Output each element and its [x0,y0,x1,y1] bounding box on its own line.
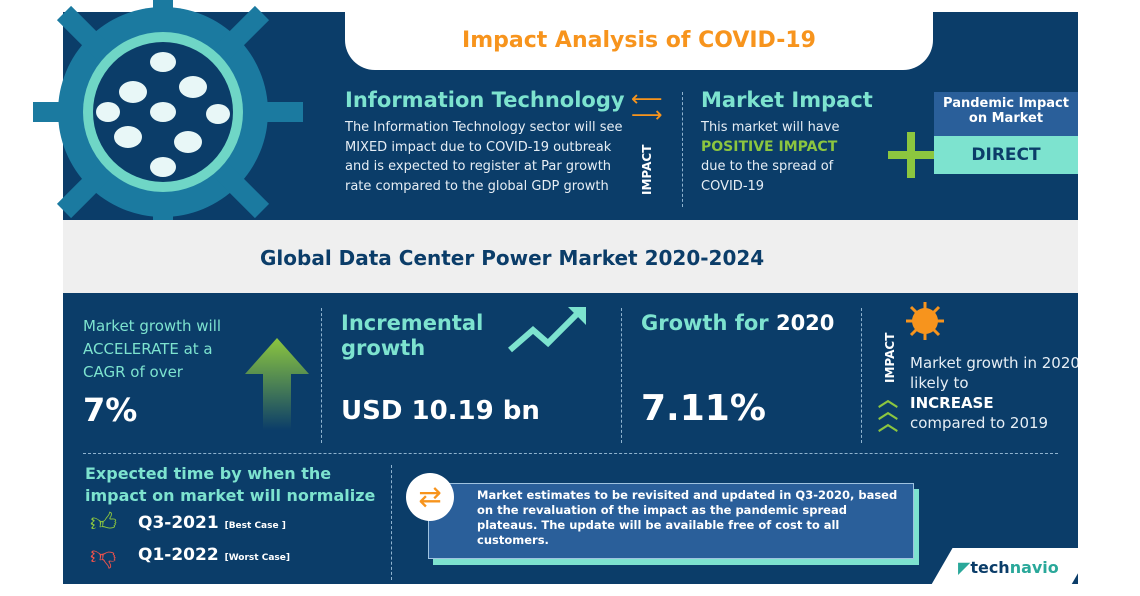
impact2-line1: Market growth in 2020 likely to [910,354,1078,392]
positive-impact: POSITIVE IMPACT [701,138,838,155]
growth-value: 7.11% [641,388,766,429]
chevrons-up-icon: ︿ ︿ ︿ [878,387,898,435]
incremental-value: USD 10.19 bn [341,396,540,426]
impact-label: IMPACT [640,144,654,195]
pandemic-heading: Pandemic Impact on Market [934,92,1078,136]
up-arrow-icon [245,338,309,430]
impact-label-2: IMPACT [883,332,897,383]
market-title-band: Global Data Center Power Market 2020-202… [63,220,1078,293]
market-impact-line1: This market will have [701,120,840,135]
virus-icon [33,0,303,252]
growth-heading: Growth for [641,311,776,335]
virus-sun-icon [906,302,944,340]
market-title: Global Data Center Power Market 2020-202… [260,246,765,270]
growth-year: 2020 [775,311,835,335]
bottom-panel: Market growth will ACCELERATE at a CAGR … [63,293,1078,584]
market-impact-line2: due to the spread of COVID-19 [701,159,834,194]
thumbs-up-icon: 👍︎ [90,508,118,538]
impact2-line2: compared to 2019 [910,414,1049,432]
divider [391,465,392,580]
market-impact-heading: Market Impact [701,88,873,112]
note-box: Market estimates to be revisited and upd… [428,483,914,559]
page-title: Impact Analysis of COVID-19 [345,12,933,70]
pandemic-value: DIRECT [934,136,1078,174]
incremental-heading: Incremental growth [341,311,484,360]
normalize-heading: Expected time by when the impact on mark… [85,464,376,505]
divider [621,308,622,443]
growth-trend-icon [508,307,586,353]
sector-text: The Information Technology sector will s… [345,120,623,194]
worst-case-date: Q1-2022 [138,545,219,565]
thumbs-down-icon: 👎︎ [90,541,117,571]
best-case-date: Q3-2021 [138,513,219,533]
sector-heading: Information Technology [345,88,625,112]
cagr-text: Market growth will ACCELERATE at a CAGR … [83,317,222,381]
cagr-value: 7% [83,391,138,429]
divider [861,308,862,443]
divider [682,92,683,207]
refresh-icon: ⇄ [406,473,454,521]
best-case-note: [Best Case ] [224,521,286,531]
plus-icon [888,132,934,178]
increase-label: INCREASE [910,394,994,412]
exchange-arrows-icon: ⟵ ⟶ [631,87,663,128]
worst-case-note: [Worst Case] [224,553,290,563]
divider [83,453,1058,454]
divider [321,308,322,443]
technavio-logo: ◤technavio [958,558,1059,577]
